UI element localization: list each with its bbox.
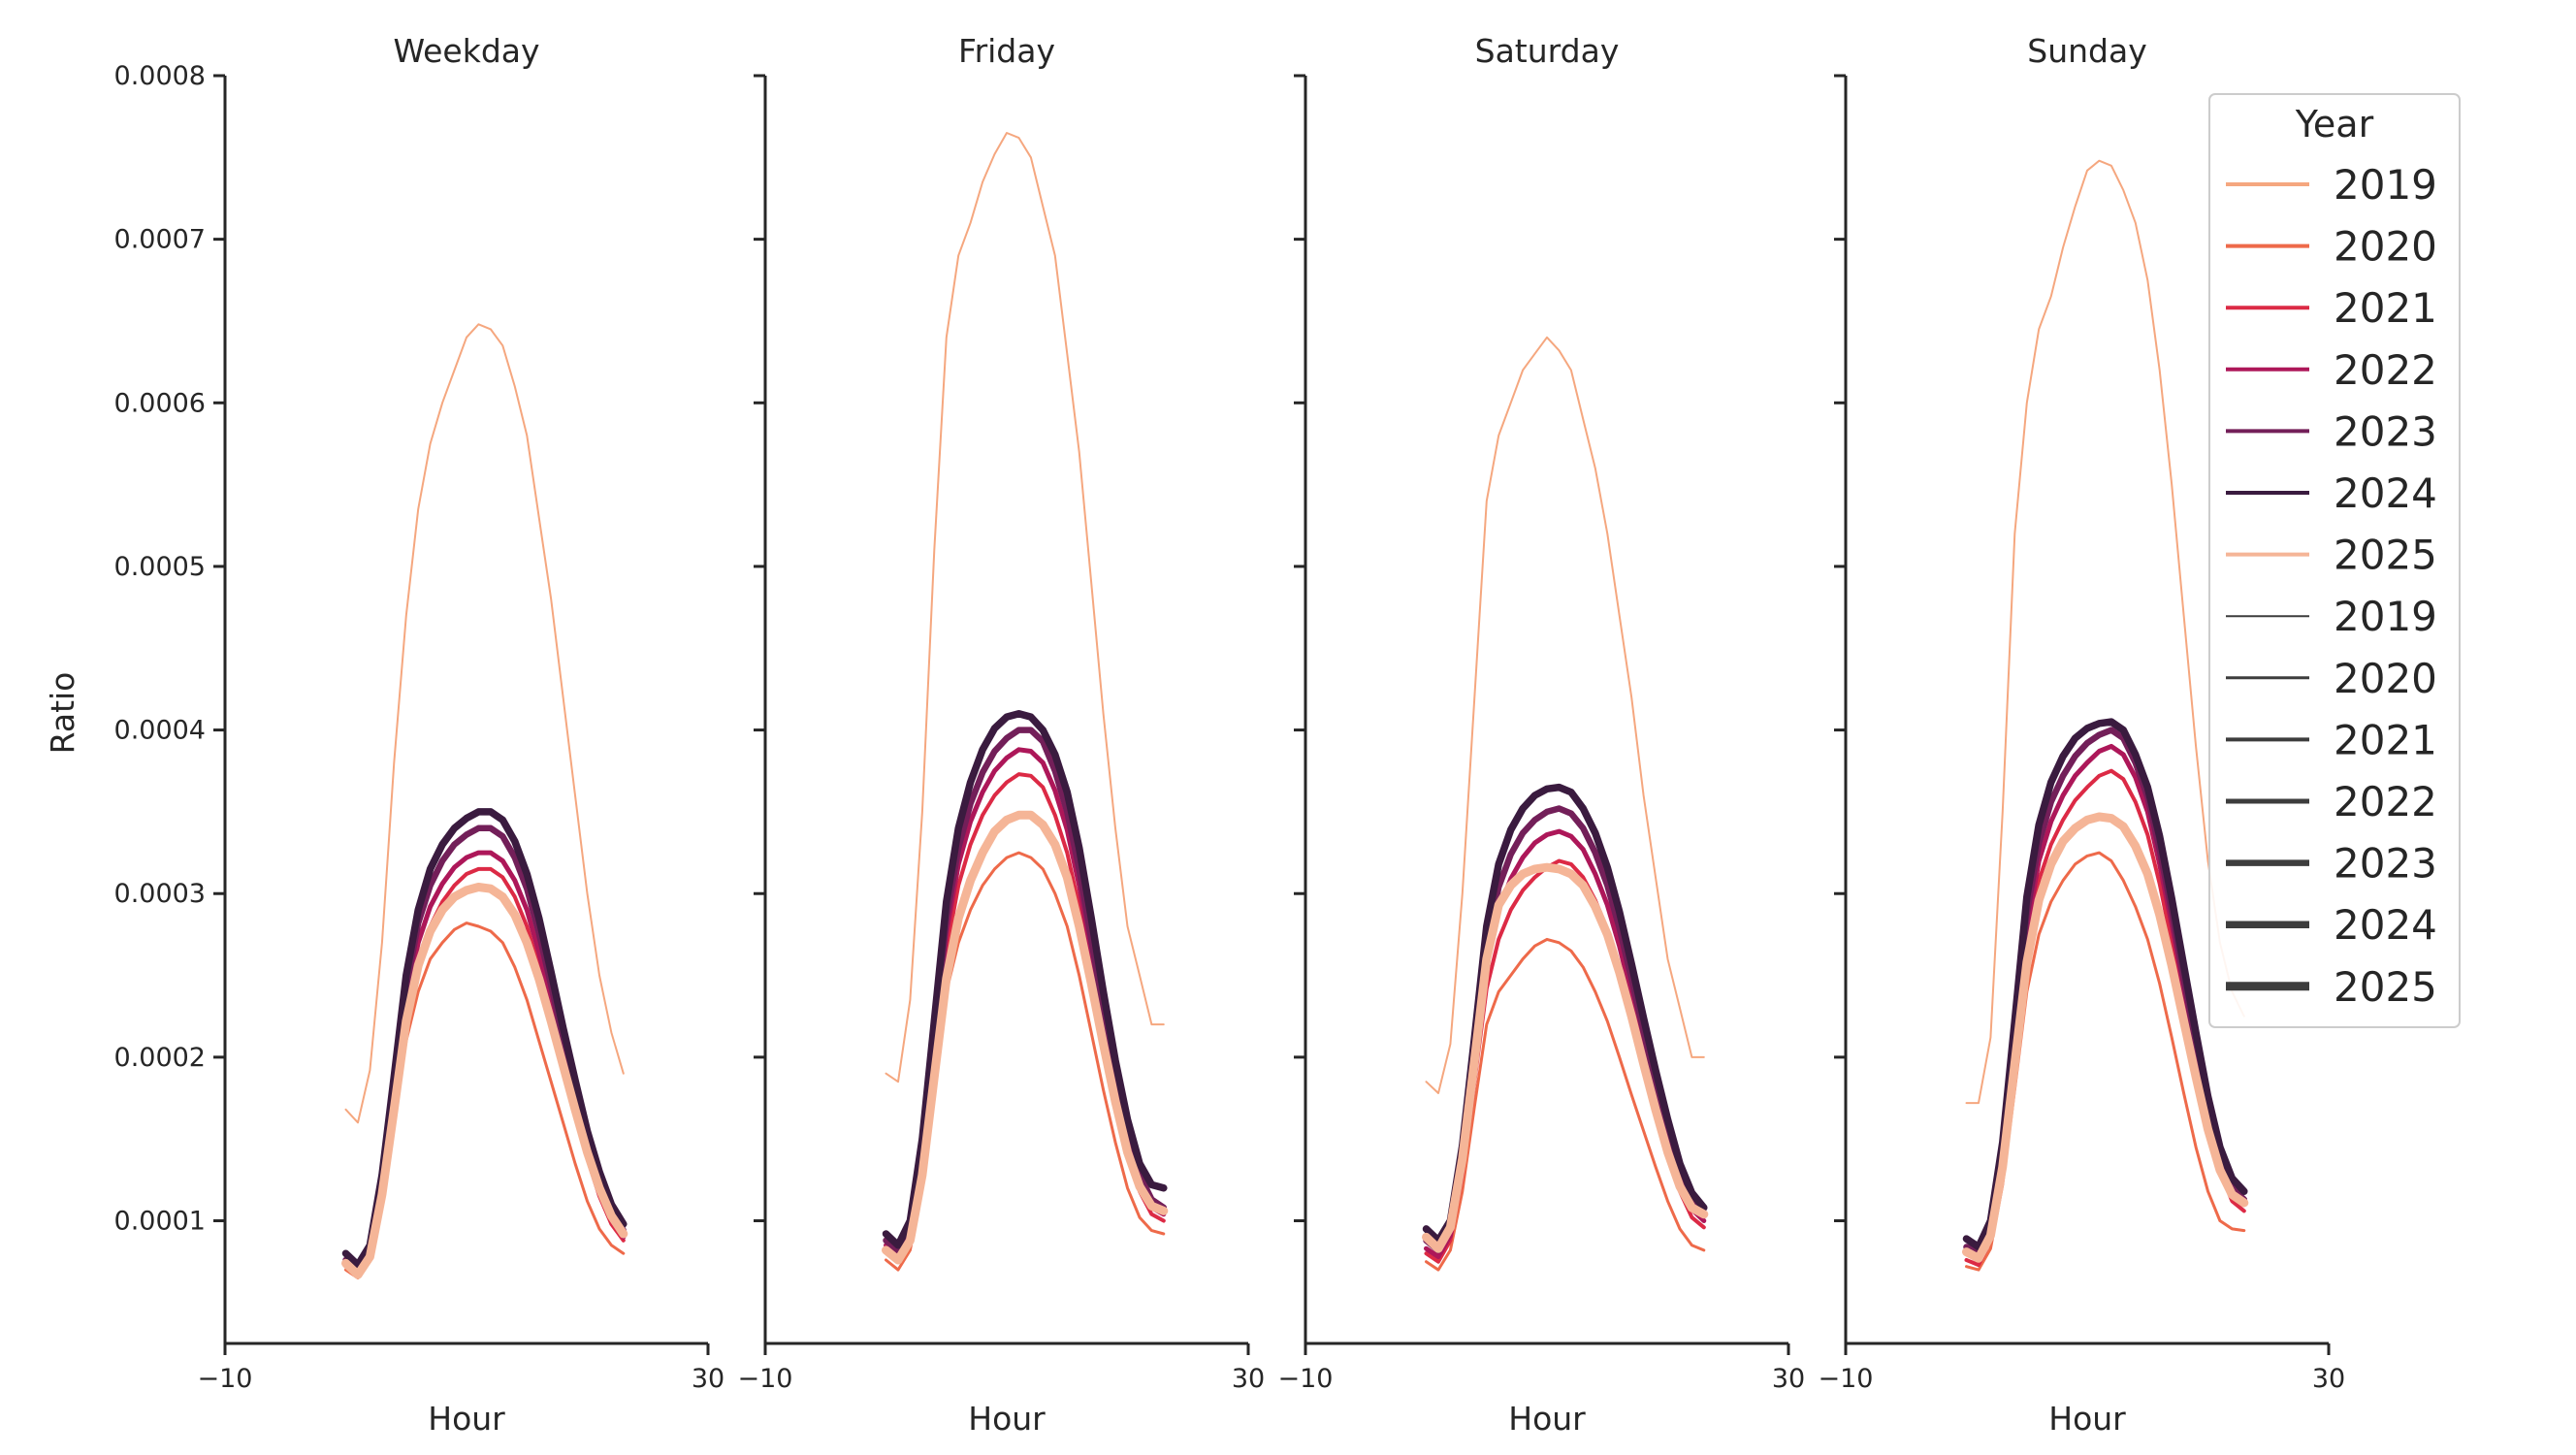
panels: Weekday 0.0001 0.0002 0.0003 0.0004 0.0005 0.0… bbox=[114, 32, 2346, 1438]
y-axis-title: Ratio bbox=[44, 672, 81, 755]
series-line-2025 bbox=[1962, 812, 2249, 1263]
series-line-2019 bbox=[344, 323, 625, 1124]
legend-label: 2019 bbox=[2334, 593, 2437, 640]
legend-entry-hue-2020: 2020 bbox=[2226, 223, 2437, 271]
legend-label: 2024 bbox=[2334, 901, 2437, 949]
legend-entry-hue-2023: 2023 bbox=[2226, 407, 2437, 455]
legend-label: 2021 bbox=[2334, 716, 2437, 763]
y-tick-label: 0.0007 bbox=[114, 225, 206, 255]
y-tick-label: 0.0005 bbox=[114, 552, 206, 582]
legend-entry-size-2021: 2021 bbox=[2226, 716, 2437, 763]
legend-entry-size-2022: 2022 bbox=[2226, 778, 2437, 825]
legend-label: 2023 bbox=[2334, 840, 2437, 888]
x-tick-label: 30 bbox=[692, 1364, 724, 1394]
series-line-2021 bbox=[884, 772, 1166, 1262]
series-line-2025 bbox=[1422, 862, 1709, 1253]
panel-friday: Friday −10 30 Hour bbox=[738, 32, 1266, 1438]
legend-entry-hue-2025: 2025 bbox=[2226, 532, 2437, 579]
panel-title: Saturday bbox=[1475, 32, 1620, 70]
panel-weekday: Weekday 0.0001 0.0002 0.0003 0.0004 0.0005 0.0… bbox=[114, 32, 725, 1438]
panel-saturday: Saturday −10 30 Hour bbox=[1278, 32, 1806, 1438]
series-line-2024 bbox=[1422, 783, 1708, 1245]
x-tick-label: 30 bbox=[1772, 1364, 1805, 1394]
series-line-2019 bbox=[1965, 159, 2245, 1105]
y-tick-label: 0.0001 bbox=[114, 1207, 206, 1237]
y-tick-label: 0.0006 bbox=[114, 388, 206, 418]
x-tick-label: −10 bbox=[198, 1364, 253, 1394]
legend-entry-size-2019: 2019 bbox=[2226, 593, 2437, 640]
legend-entry-hue-2021: 2021 bbox=[2226, 284, 2437, 332]
legend-label: 2020 bbox=[2334, 223, 2437, 271]
x-axis-title: Hour bbox=[968, 1400, 1046, 1438]
legend-entry-size-2024: 2024 bbox=[2226, 901, 2437, 949]
x-tick-label: 30 bbox=[2312, 1364, 2345, 1394]
legend-label: 2022 bbox=[2334, 778, 2437, 825]
panel-title: Weekday bbox=[393, 32, 539, 70]
legend-label: 2020 bbox=[2334, 655, 2437, 702]
legend-label: 2025 bbox=[2334, 532, 2437, 579]
x-axis-title: Hour bbox=[2048, 1400, 2126, 1438]
x-axis-title: Hour bbox=[1508, 1400, 1586, 1438]
series-line-2022 bbox=[884, 747, 1167, 1258]
legend-label: 2021 bbox=[2334, 284, 2437, 332]
series-line-2019 bbox=[1425, 336, 1705, 1094]
series-line-2024 bbox=[882, 709, 1168, 1249]
panel-title: Sunday bbox=[2027, 32, 2146, 70]
legend-label: 2023 bbox=[2334, 407, 2437, 455]
panel-sunday: Sunday −10 30 Hour bbox=[1819, 32, 2346, 1438]
series-line-2025 bbox=[341, 883, 628, 1279]
series-line-2023 bbox=[342, 824, 628, 1274]
legend-entry-size-2023: 2023 bbox=[2226, 840, 2437, 888]
legend-title: Year bbox=[2295, 103, 2374, 146]
y-tick-label: 0.0008 bbox=[114, 61, 206, 91]
x-tick-label: 30 bbox=[1232, 1364, 1265, 1394]
legend-box bbox=[2208, 93, 2461, 1028]
legend-entry-size-2020: 2020 bbox=[2226, 655, 2437, 702]
legend-label: 2022 bbox=[2334, 346, 2437, 394]
legend: Year 2019 2020 2021 2022 2023 2024 2025 2019 2020… bbox=[2208, 93, 2461, 1028]
series-line-2024 bbox=[1962, 718, 2248, 1251]
series-line-2022 bbox=[1964, 743, 2247, 1261]
x-axis-title: Hour bbox=[428, 1400, 505, 1438]
legend-label: 2019 bbox=[2334, 161, 2437, 209]
series-line-2022 bbox=[1424, 828, 1707, 1260]
series-line-2020 bbox=[1425, 937, 1706, 1272]
y-tick-label: 0.0003 bbox=[114, 879, 206, 909]
y-tick-label: 0.0004 bbox=[114, 716, 206, 746]
series-line-2022 bbox=[343, 850, 627, 1276]
series-line-2021 bbox=[1964, 768, 2246, 1268]
series-line-2019 bbox=[885, 132, 1165, 1083]
legend-entry-hue-2024: 2024 bbox=[2226, 469, 2437, 517]
legend-entry-hue-2022: 2022 bbox=[2226, 346, 2437, 394]
series-line-2024 bbox=[341, 808, 628, 1269]
legend-entry-size-2025: 2025 bbox=[2226, 963, 2437, 1011]
panel-title: Friday bbox=[958, 32, 1055, 70]
x-tick-label: −10 bbox=[738, 1364, 793, 1394]
series-line-2025 bbox=[882, 810, 1169, 1265]
x-tick-label: −10 bbox=[1278, 1364, 1334, 1394]
y-tick-label: 0.0002 bbox=[114, 1043, 206, 1073]
legend-entry-hue-2019: 2019 bbox=[2226, 161, 2437, 209]
legend-label: 2025 bbox=[2334, 963, 2437, 1011]
x-tick-label: −10 bbox=[1819, 1364, 1874, 1394]
legend-label: 2024 bbox=[2334, 469, 2437, 517]
